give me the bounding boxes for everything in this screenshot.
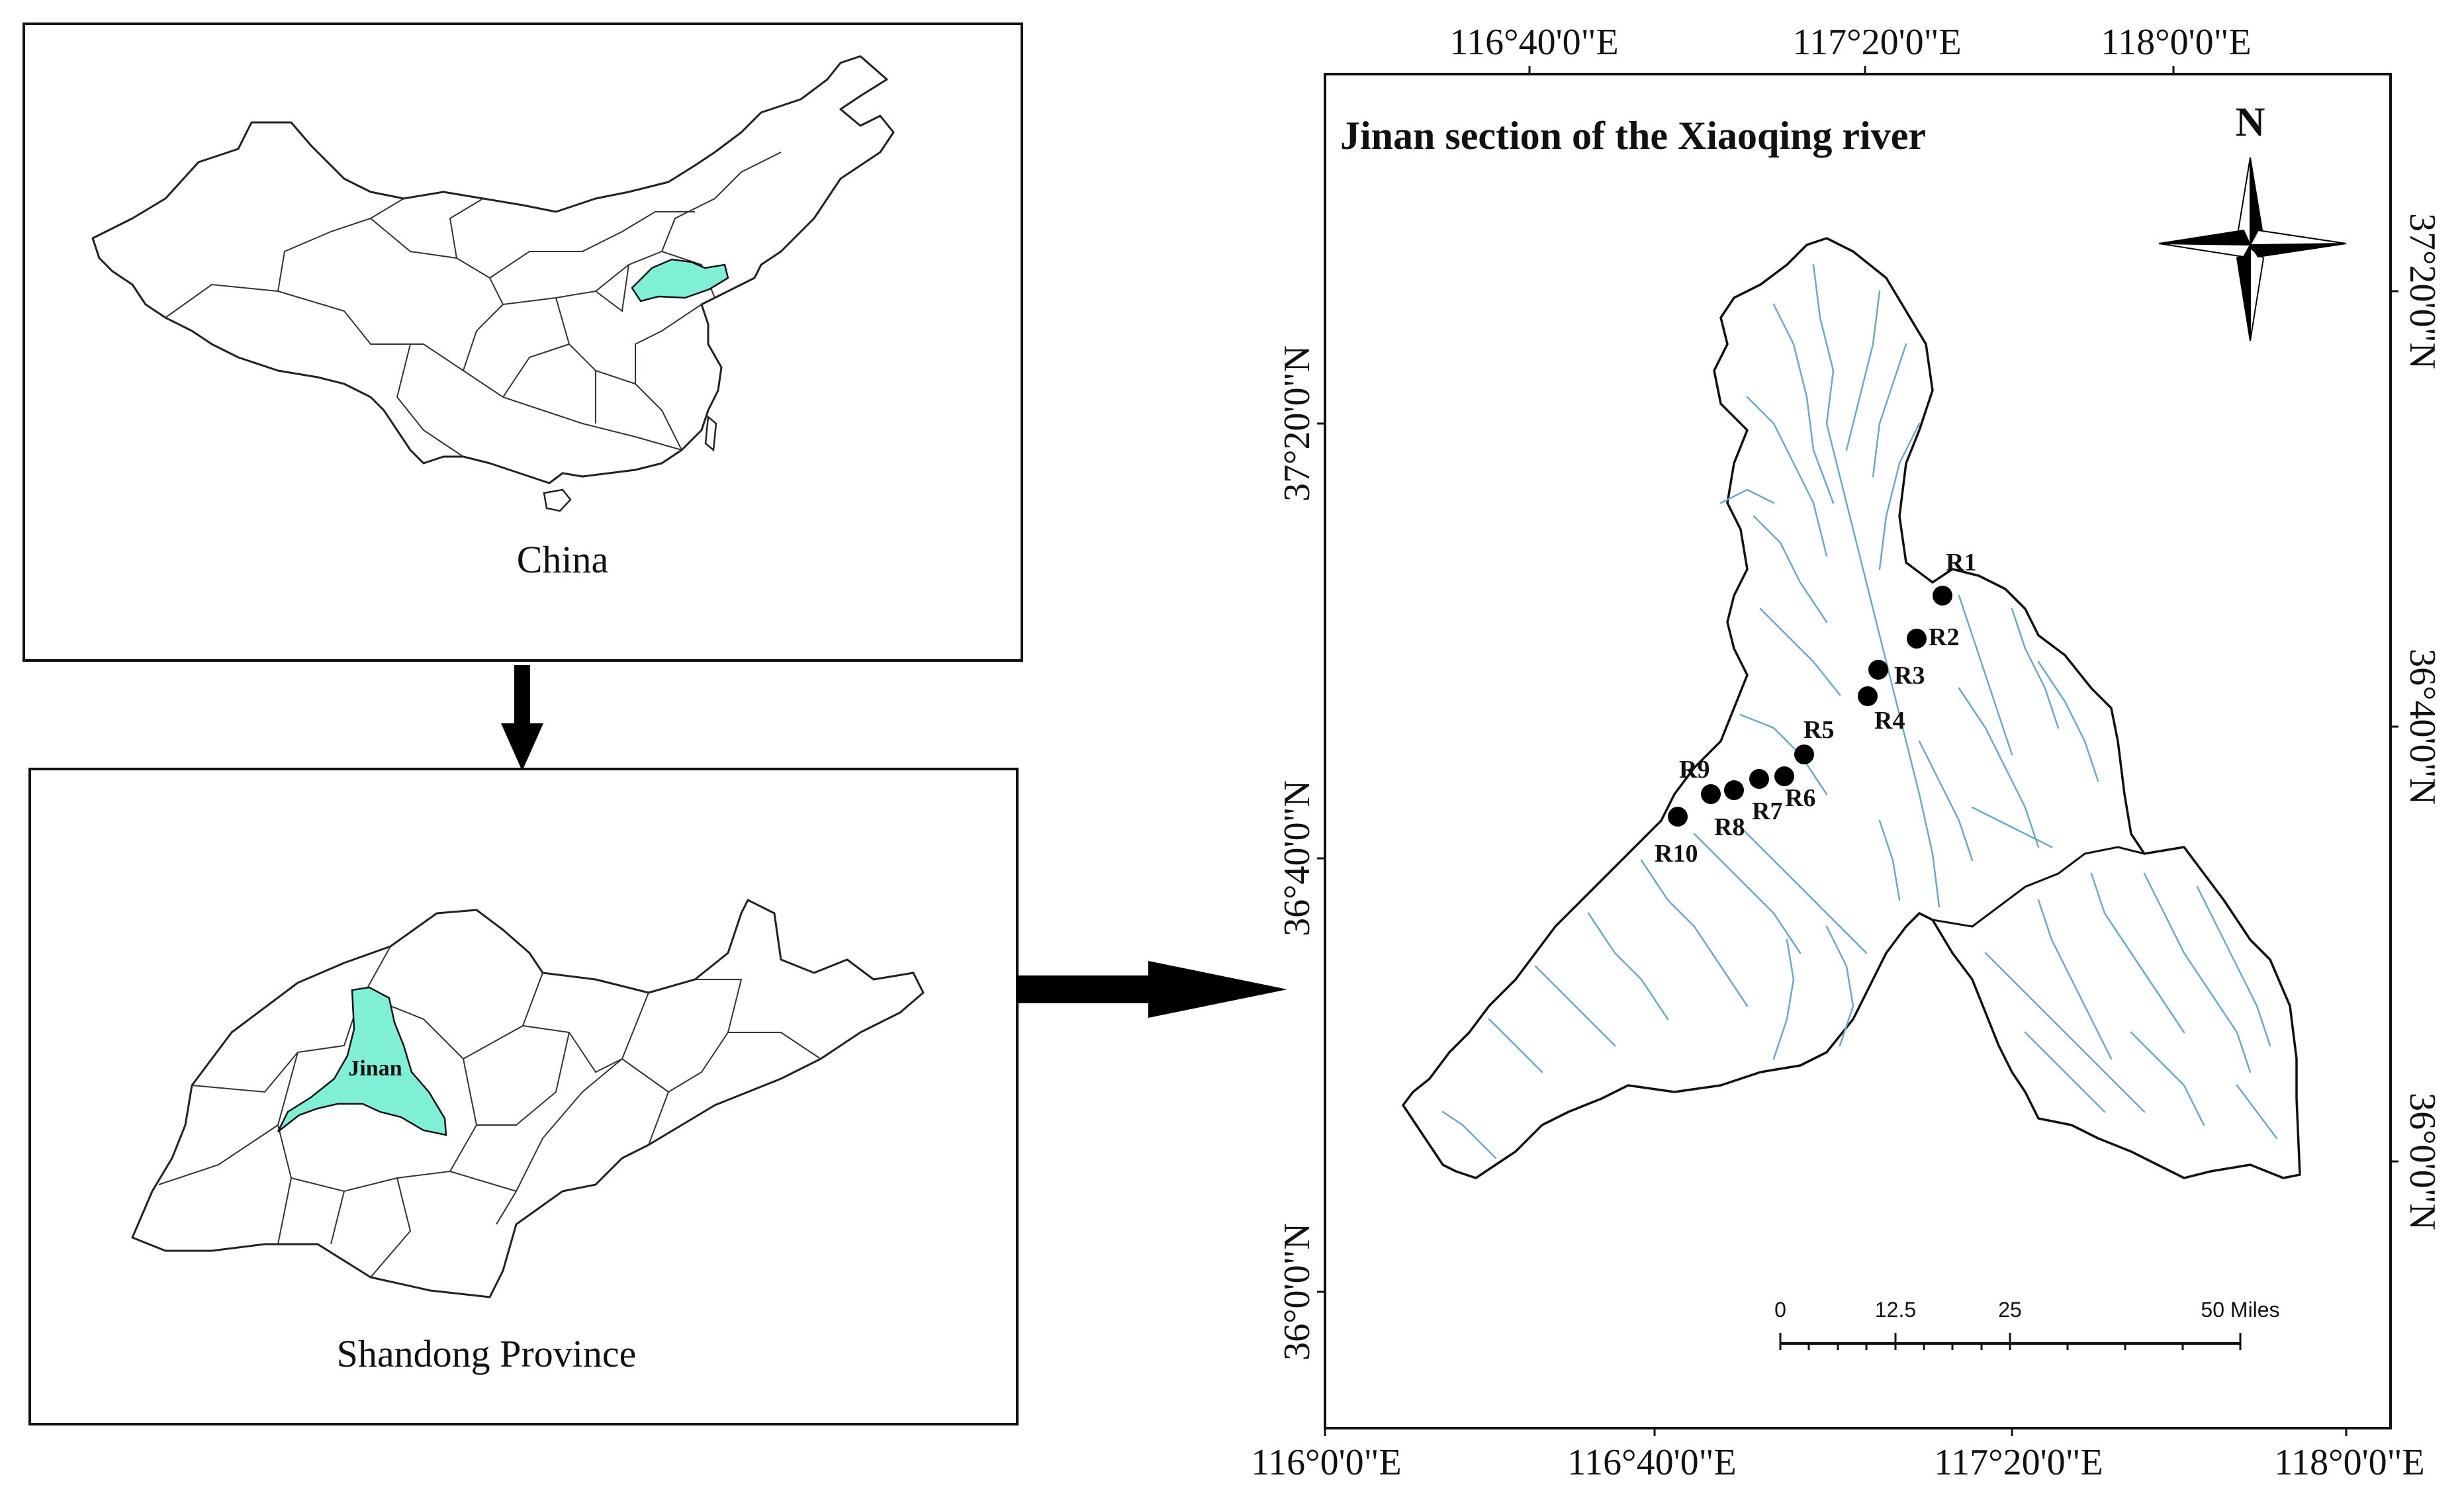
right-axis-label-2: 36°40'0"N: [2402, 649, 2443, 805]
site-label-r4: R4: [1874, 707, 1905, 735]
right-axis-label-3: 36°0'0"N: [2402, 1093, 2443, 1230]
main-map-panel: 116°40'0"E 117°20'0"E 118°0'0"E 116°0'0"…: [1251, 22, 2443, 1483]
scale-tick-0: 0: [1774, 1298, 1786, 1322]
site-label-r8: R8: [1714, 813, 1745, 841]
site-label-r1: R1: [1946, 549, 1976, 576]
sub-basin-boundary: [1932, 846, 2145, 928]
site-label-r5: R5: [1803, 716, 1834, 744]
top-axis-label-1: 116°40'0"E: [1449, 22, 1618, 63]
right-axis-label-1: 37°20'0"N: [2402, 213, 2443, 369]
north-arrow-icon: N: [2158, 100, 2347, 341]
scale-tick-25: 25: [1998, 1298, 2022, 1322]
scale-tick-50-miles: 50 Miles: [2201, 1298, 2279, 1322]
left-axis-label-3: 36°0'0"N: [1277, 1223, 1318, 1361]
site-label-r2: R2: [1929, 623, 1959, 651]
site-marker-r4: [1858, 686, 1878, 706]
site-label-r6: R6: [1785, 784, 1815, 812]
study-area-outline: [1402, 237, 2301, 1179]
site-marker-r9: [1701, 784, 1721, 804]
china-outline: [91, 55, 895, 484]
taiwan-island: [704, 415, 717, 452]
site-label-r3: R3: [1894, 662, 1925, 690]
river-network: [1441, 263, 2278, 1159]
site-marker-r2: [1907, 629, 1927, 649]
bottom-axis-label-1: 116°0'0"E: [1251, 1442, 1401, 1483]
site-marker-r5: [1794, 745, 1814, 764]
shandong-highlight-china: [631, 258, 729, 302]
left-axis-label-2: 36°40'0"N: [1277, 780, 1318, 936]
site-marker-r10: [1668, 807, 1688, 827]
site-label-r9: R9: [1679, 756, 1710, 784]
hainan-island: [543, 488, 572, 512]
bottom-axis-label-3: 117°20'0"E: [1934, 1442, 2103, 1483]
north-label: N: [2236, 100, 2265, 145]
site-marker-r6: [1774, 766, 1794, 786]
down-arrow: [501, 665, 543, 771]
bottom-axis-label-2: 116°40'0"E: [1567, 1442, 1736, 1483]
scale-bar: 0 12.5 25 50 Miles: [1774, 1298, 2280, 1350]
scale-tick-12-5: 12.5: [1875, 1298, 1916, 1322]
china-province-lines: [165, 152, 782, 457]
shandong-caption: Shandong Province: [337, 1332, 637, 1375]
left-axis-label-1: 37°20'0"N: [1277, 345, 1318, 502]
shandong-prefecture-lines: [158, 946, 821, 1278]
bottom-axis-label-4: 118°0'0"E: [2274, 1442, 2424, 1483]
map-title: Jinan section of the Xiaoqing river: [1340, 114, 1926, 158]
site-label-r7: R7: [1752, 797, 1782, 825]
jinan-highlight: [277, 986, 447, 1136]
shandong-outline: [131, 899, 925, 1298]
site-label-r10: R10: [1655, 840, 1698, 868]
sampling-sites: R1 R2 R3 R4 R5 R6 R7 R8 R9 R10: [1655, 549, 1976, 868]
axis-ticks: [1317, 66, 2398, 1436]
china-caption: China: [517, 538, 609, 581]
top-axis-label-2: 117°20'0"E: [1792, 22, 1961, 63]
site-marker-r8: [1724, 780, 1744, 800]
site-marker-r7: [1749, 769, 1769, 789]
jinan-label: Jinan: [348, 1056, 402, 1081]
site-marker-r1: [1933, 586, 1952, 606]
top-axis-label-3: 118°0'0"E: [2101, 22, 2251, 63]
site-marker-r3: [1868, 660, 1888, 680]
china-panel: China: [23, 23, 1023, 662]
shandong-panel: Jinan Shandong Province: [28, 768, 1019, 1425]
right-arrow: [1017, 961, 1287, 1018]
